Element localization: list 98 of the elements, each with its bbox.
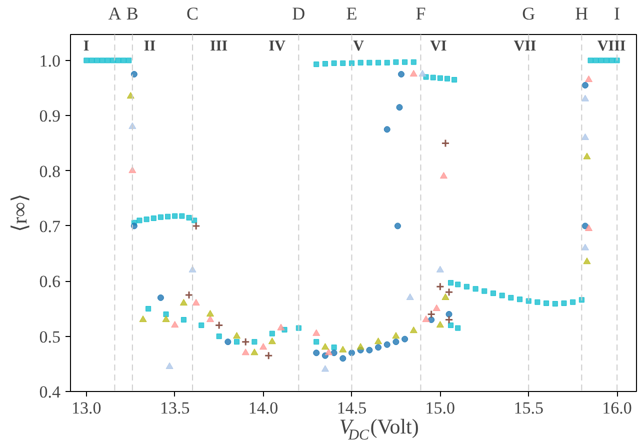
- point: [584, 75, 592, 82]
- point: [440, 172, 448, 179]
- point: [394, 222, 401, 230]
- ref-line-label: I: [614, 4, 620, 24]
- point: [321, 365, 329, 372]
- point: [396, 104, 403, 111]
- point: [427, 310, 436, 318]
- annotation: III: [210, 38, 228, 54]
- point: [384, 341, 390, 348]
- x-tick-label: 16.0: [602, 398, 632, 418]
- annotation: II: [144, 38, 156, 54]
- point: [260, 343, 268, 350]
- ref-line-label: A: [108, 4, 122, 24]
- point: [171, 320, 179, 328]
- point: [418, 70, 426, 76]
- point: [139, 315, 147, 322]
- point: [583, 152, 591, 160]
- point: [432, 304, 440, 312]
- point: [192, 298, 200, 306]
- point: [581, 94, 589, 102]
- point: [242, 348, 250, 356]
- point: [392, 332, 400, 339]
- point: [264, 351, 273, 360]
- y-tick-label: 0.4: [39, 382, 61, 402]
- point: [206, 310, 214, 317]
- point: [277, 324, 285, 330]
- point: [442, 293, 450, 300]
- point: [392, 338, 400, 346]
- point: [584, 224, 592, 231]
- point: [233, 332, 241, 339]
- point: [410, 70, 418, 76]
- point: [375, 344, 382, 351]
- point: [324, 348, 332, 356]
- y-tick-label: 0.9: [39, 106, 60, 126]
- point: [250, 348, 258, 356]
- point: [312, 329, 320, 336]
- point: [130, 70, 138, 78]
- point: [348, 350, 355, 356]
- point: [436, 266, 444, 272]
- x-tick-label: 15.0: [425, 398, 456, 418]
- point: [406, 293, 414, 300]
- ref-line-label: D: [292, 4, 306, 24]
- point: [436, 282, 444, 291]
- point: [313, 350, 320, 356]
- point: [268, 338, 276, 344]
- y-tick-label: 0.8: [39, 162, 60, 181]
- ref-line-label: B: [126, 4, 138, 24]
- ref-line-label: C: [186, 4, 199, 24]
- point: [582, 82, 588, 89]
- ref-line-label: F: [416, 4, 426, 24]
- point: [583, 258, 591, 264]
- point: [410, 326, 418, 334]
- point: [162, 315, 170, 322]
- ref-line-label: G: [522, 4, 536, 24]
- y-tick-label: 0.6: [39, 272, 60, 292]
- point: [422, 315, 430, 322]
- point: [214, 321, 224, 330]
- point: [581, 133, 589, 140]
- ref-line-label: H: [575, 4, 588, 24]
- point: [340, 355, 346, 362]
- point: [444, 316, 454, 324]
- annotation: V: [353, 38, 364, 54]
- point: [339, 346, 347, 352]
- point: [444, 288, 454, 296]
- x-tick-label: 13.5: [160, 398, 190, 418]
- x-tick-label: 15.5: [514, 398, 544, 418]
- y-tick-label: 0.5: [39, 327, 60, 346]
- annotation: VII: [514, 38, 536, 54]
- point: [366, 346, 373, 354]
- point: [206, 315, 214, 322]
- point: [384, 126, 390, 133]
- point: [157, 294, 164, 301]
- point: [224, 338, 232, 346]
- x-tick-label: 14.0: [248, 398, 278, 418]
- annotation: I: [83, 38, 90, 54]
- point: [184, 290, 194, 300]
- x-tick-label: 13.0: [72, 398, 102, 418]
- y-axis-title: ⟨r∞⟩: [7, 194, 32, 232]
- point: [398, 70, 405, 78]
- point: [402, 336, 408, 342]
- point: [374, 338, 382, 344]
- annotation: IV: [268, 38, 286, 54]
- point: [321, 343, 329, 350]
- annotation: VI: [430, 38, 447, 54]
- ref-line-label: E: [346, 4, 358, 24]
- point: [436, 320, 444, 328]
- point: [241, 338, 250, 346]
- point: [441, 138, 450, 148]
- point: [330, 350, 338, 356]
- point: [356, 343, 364, 350]
- point: [446, 311, 452, 318]
- x-tick-label: 14.5: [336, 398, 367, 418]
- point: [581, 244, 589, 250]
- y-tick-label: 1.0: [39, 51, 60, 70]
- y-tick-label: 0.7: [39, 216, 61, 236]
- point: [166, 362, 174, 369]
- annotation: VIII: [597, 38, 626, 54]
- point: [180, 298, 188, 306]
